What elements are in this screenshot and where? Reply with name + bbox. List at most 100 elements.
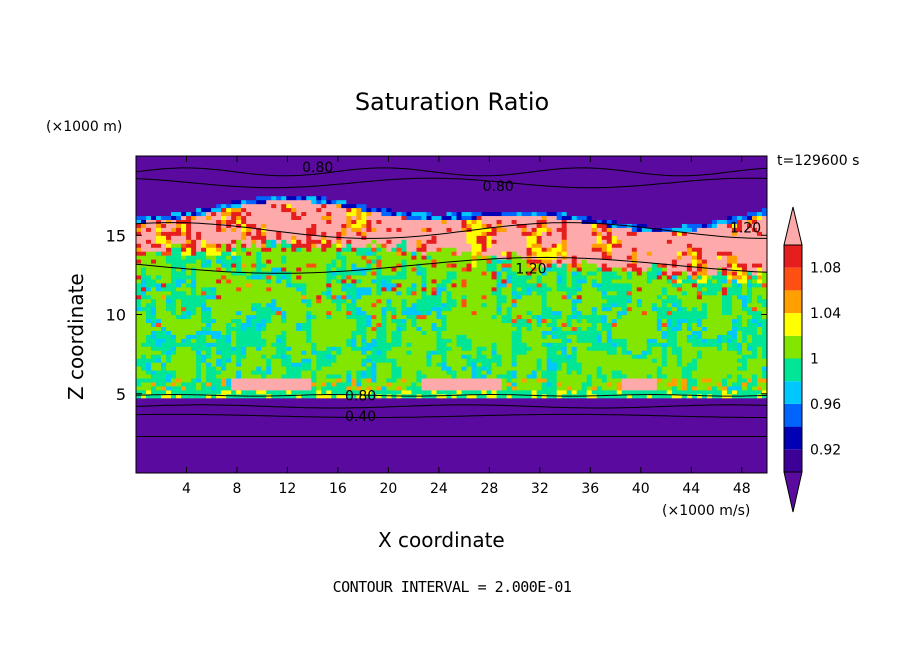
field-cell — [506, 366, 513, 371]
field-cell — [271, 346, 277, 351]
field-cell — [591, 366, 598, 371]
field-cell — [276, 369, 282, 375]
field-cell — [161, 338, 167, 343]
field-cell — [361, 354, 367, 359]
field-cell — [741, 366, 748, 371]
field-cell — [246, 334, 252, 339]
field-cell — [141, 381, 147, 387]
field-cell — [511, 457, 518, 462]
field-cell — [486, 338, 493, 343]
field-cell — [751, 429, 758, 434]
field-cell — [216, 354, 222, 359]
field-cell — [586, 469, 593, 473]
field-cell — [531, 425, 538, 431]
field-cell — [616, 389, 623, 395]
field-cell — [251, 318, 257, 324]
field-cell — [576, 377, 583, 383]
field-cell — [441, 314, 448, 320]
field-cell — [196, 465, 202, 470]
field-cell — [601, 469, 608, 473]
field-cell — [531, 409, 538, 415]
field-cell — [226, 354, 232, 359]
field-cell — [706, 318, 713, 324]
field-cell — [476, 358, 483, 363]
field-cell — [436, 449, 443, 454]
field-cell — [241, 377, 247, 383]
field-cell — [221, 469, 227, 473]
field-cell — [721, 366, 728, 371]
field-cell — [331, 393, 337, 399]
field-cell — [261, 385, 267, 391]
field-cell — [661, 346, 668, 351]
field-cell — [406, 449, 413, 454]
field-cell — [716, 358, 723, 363]
field-cell — [671, 389, 678, 395]
field-cell — [166, 338, 172, 343]
field-cell — [721, 369, 728, 375]
field-cell — [331, 338, 337, 343]
field-cell — [396, 326, 403, 331]
field-cell — [416, 401, 423, 407]
field-cell — [376, 397, 382, 403]
field-cell — [401, 417, 408, 423]
field-cell — [386, 397, 393, 403]
field-cell — [226, 441, 232, 446]
field-cell — [226, 389, 232, 395]
field-cell — [526, 362, 533, 367]
field-cell — [446, 350, 453, 355]
field-cell — [276, 457, 282, 462]
field-cell — [181, 330, 187, 335]
field-cell — [231, 449, 237, 454]
field-cell — [266, 457, 272, 462]
field-cell — [281, 377, 287, 383]
field-cell — [401, 445, 408, 450]
field-cell — [516, 425, 523, 431]
field-cell — [671, 338, 678, 343]
field-cell — [536, 330, 543, 335]
field-cell — [366, 393, 372, 399]
field-cell — [696, 346, 703, 351]
field-cell — [356, 397, 362, 403]
field-cell — [641, 465, 648, 470]
field-cell — [606, 350, 613, 355]
field-cell — [296, 362, 302, 367]
field-cell — [551, 413, 558, 419]
field-cell — [706, 362, 713, 367]
field-cell — [186, 437, 192, 442]
field-cell — [531, 405, 538, 411]
field-cell — [701, 318, 708, 324]
field-cell — [276, 449, 282, 454]
field-cell — [641, 437, 648, 442]
field-cell — [556, 366, 563, 371]
field-cell — [456, 354, 463, 359]
field-cell — [376, 393, 382, 399]
field-cell — [336, 421, 342, 427]
field-cell — [196, 338, 202, 343]
field-cell — [611, 409, 618, 415]
field-cell — [271, 417, 277, 423]
field-cell — [551, 457, 558, 462]
field-cell — [451, 425, 458, 431]
field-cell — [746, 453, 753, 458]
field-cell — [331, 385, 337, 391]
field-cell — [631, 401, 638, 407]
field-cell — [536, 338, 543, 343]
field-cell — [271, 397, 277, 403]
field-cell — [716, 381, 723, 387]
field-cell — [566, 469, 573, 473]
field-cell — [651, 425, 658, 431]
field-cell — [491, 354, 498, 359]
field-cell — [621, 397, 628, 403]
field-cell — [571, 385, 578, 391]
field-cell — [171, 346, 177, 351]
field-cell — [491, 409, 498, 415]
field-cell — [171, 338, 177, 343]
field-cell — [641, 469, 648, 473]
field-cell — [331, 401, 337, 407]
field-cell — [726, 445, 733, 450]
field-cell — [601, 453, 608, 458]
field-cell — [386, 366, 393, 371]
field-cell — [176, 405, 182, 411]
field-cell — [196, 366, 202, 371]
field-cell — [356, 326, 362, 331]
